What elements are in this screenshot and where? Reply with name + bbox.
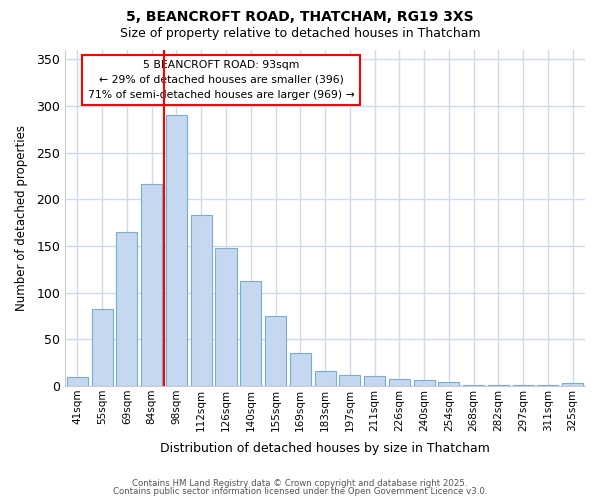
Bar [389,378,410,386]
Bar [439,382,460,386]
Text: 5, BEANCROFT ROAD, THATCHAM, RG19 3XS: 5, BEANCROFT ROAD, THATCHAM, RG19 3XS [126,10,474,24]
Bar [92,308,113,386]
Bar [538,385,559,386]
Bar [488,385,509,386]
Bar [67,376,88,386]
Bar [463,385,484,386]
Bar [141,184,162,386]
Text: Contains HM Land Registry data © Crown copyright and database right 2025.: Contains HM Land Registry data © Crown c… [132,478,468,488]
X-axis label: Distribution of detached houses by size in Thatcham: Distribution of detached houses by size … [160,442,490,455]
Bar [413,380,434,386]
Text: Contains public sector information licensed under the Open Government Licence v3: Contains public sector information licen… [113,487,487,496]
Bar [191,215,212,386]
Bar [240,280,261,386]
Bar [512,385,533,386]
Bar [265,316,286,386]
Y-axis label: Number of detached properties: Number of detached properties [15,125,28,311]
Bar [166,116,187,386]
Bar [314,371,335,386]
Bar [215,248,236,386]
Text: 5 BEANCROFT ROAD: 93sqm
← 29% of detached houses are smaller (396)
71% of semi-d: 5 BEANCROFT ROAD: 93sqm ← 29% of detache… [88,60,355,100]
Bar [562,383,583,386]
Bar [290,354,311,386]
Bar [339,375,361,386]
Bar [116,232,137,386]
Text: Size of property relative to detached houses in Thatcham: Size of property relative to detached ho… [119,28,481,40]
Bar [364,376,385,386]
